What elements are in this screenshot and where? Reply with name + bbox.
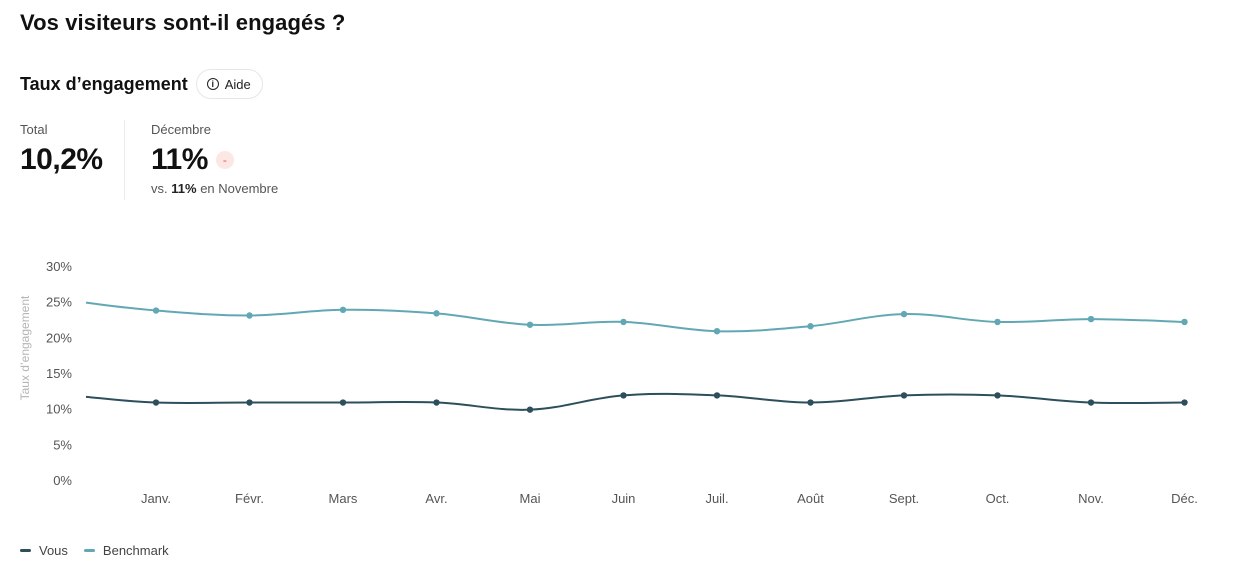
data-point-vous[interactable] <box>152 399 160 406</box>
comparison-value: 11% <box>171 181 197 196</box>
data-point-benchmark[interactable] <box>900 310 908 318</box>
data-point-vous[interactable] <box>433 399 440 406</box>
y-tick-label: 5% <box>53 437 72 452</box>
help-button[interactable]: i Aide <box>195 69 263 99</box>
series-layer <box>85 301 1188 413</box>
data-point-benchmark[interactable] <box>807 323 814 330</box>
chart-legend: Vous Benchmark <box>20 543 169 558</box>
data-point-vous[interactable] <box>900 392 908 399</box>
x-tick-label: Mars <box>329 491 358 506</box>
y-axis-ticks: 0% 5% 10% 15% 20% 25% 30% <box>46 259 72 488</box>
section-title: Taux d’engagement <box>20 73 188 94</box>
y-tick-label: 20% <box>46 330 72 345</box>
stat-total: Total 10,2% <box>20 120 125 200</box>
data-point-vous[interactable] <box>339 399 347 406</box>
data-point-benchmark[interactable] <box>713 328 721 335</box>
x-tick-label: Juin <box>612 491 636 506</box>
stats-panel: Total 10,2% Décembre 11% - vs. 11% en No… <box>20 120 278 200</box>
month-label: Décembre <box>151 122 211 137</box>
legend-swatch-vous <box>20 549 31 552</box>
stat-month: Décembre 11% - vs. 11% en Novembre <box>125 120 278 200</box>
legend-label-vous: Vous <box>39 543 68 558</box>
x-tick-label: Déc. <box>1171 491 1198 506</box>
x-tick-label: Oct. <box>986 491 1010 506</box>
x-tick-label: Avr. <box>425 491 447 506</box>
data-point-benchmark[interactable] <box>433 310 440 317</box>
info-icon: i <box>206 78 219 90</box>
data-point-benchmark[interactable] <box>1181 318 1188 326</box>
data-point-benchmark[interactable] <box>1087 315 1095 323</box>
data-point-benchmark[interactable] <box>339 306 347 313</box>
total-label: Total <box>20 122 48 137</box>
y-tick-label: 0% <box>53 473 72 488</box>
data-point-benchmark[interactable] <box>526 321 534 328</box>
data-point-vous[interactable] <box>1181 399 1188 406</box>
legend-item-vous[interactable]: Vous <box>20 543 68 558</box>
y-tick-label: 15% <box>46 366 72 381</box>
total-value: 10,2% <box>20 143 103 176</box>
comparison-suffix: en Novembre <box>200 181 279 196</box>
x-tick-label: Févr. <box>235 491 264 506</box>
data-point-benchmark[interactable] <box>620 318 627 326</box>
x-tick-label: Mai <box>520 491 541 506</box>
data-point-vous[interactable] <box>526 406 534 413</box>
x-tick-label: Août <box>797 491 824 506</box>
x-tick-label: Janv. <box>141 491 171 506</box>
month-row: 11% - <box>151 137 278 177</box>
x-tick-label: Sept. <box>889 491 919 506</box>
legend-label-benchmark: Benchmark <box>102 543 169 558</box>
data-point-benchmark[interactable] <box>994 318 1001 326</box>
data-point-vous[interactable] <box>1087 399 1095 406</box>
x-tick-label: Nov. <box>1078 491 1104 506</box>
comparison-prefix: vs. <box>151 181 168 196</box>
data-point-vous[interactable] <box>620 392 627 399</box>
x-axis-ticks: Janv. Févr. Mars Avr. Mai Juin Juil. Août Sept. O… <box>141 491 1198 506</box>
y-tick-label: 25% <box>46 295 72 310</box>
month-value: 11% <box>151 143 208 176</box>
y-tick-label: 10% <box>46 402 72 417</box>
data-point-benchmark[interactable] <box>152 307 160 314</box>
data-point-vous[interactable] <box>246 399 253 406</box>
data-point-vous[interactable] <box>994 392 1001 399</box>
data-point-vous[interactable] <box>807 399 814 406</box>
data-point-vous[interactable] <box>713 392 721 399</box>
legend-swatch-benchmark <box>83 549 95 552</box>
engagement-chart: Taux d’engagement 0% 5% 10% 15% 20% 25% 30% Ja… <box>18 259 1198 506</box>
legend-item-benchmark[interactable]: Benchmark <box>83 543 169 558</box>
comparison-text: vs. 11% en Novembre <box>151 181 278 196</box>
y-axis-title: Taux d’engagement <box>18 295 32 400</box>
help-button-label: Aide <box>224 76 251 92</box>
data-point-benchmark[interactable] <box>246 312 253 319</box>
section-header: Taux d’engagement i Aide <box>20 68 263 100</box>
delta-badge: - <box>215 151 234 169</box>
x-tick-label: Juil. <box>705 491 728 506</box>
y-tick-label: 30% <box>46 259 72 274</box>
page-title: Vos visiteurs sont-il engagés ? <box>20 10 346 35</box>
